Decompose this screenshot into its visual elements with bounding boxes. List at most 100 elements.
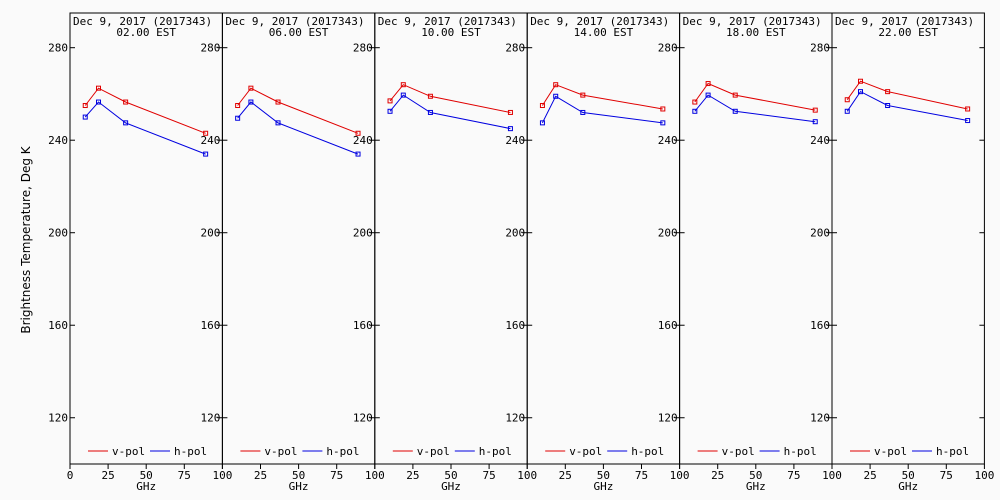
x-tick-label: 75 <box>940 469 953 482</box>
panel-title: Dec 9, 2017 (2017343) <box>73 15 212 28</box>
y-tick-label: 200 <box>48 227 68 240</box>
y-tick-label: 200 <box>201 227 221 240</box>
legend-label-hpol: h-pol <box>479 445 512 458</box>
panel-time: 22.00 EST <box>878 26 938 39</box>
x-tick-label: 75 <box>635 469 648 482</box>
x-tick-label: 50 <box>444 469 457 482</box>
x-tick-label: 100 <box>517 469 537 482</box>
y-tick-label: 280 <box>810 42 830 55</box>
data-point-vpol <box>705 81 711 87</box>
data-point-vpol <box>857 78 863 84</box>
legend-label-vpol: v-pol <box>722 445 755 458</box>
y-tick-label: 200 <box>810 227 830 240</box>
y-tick-label: 120 <box>810 412 830 425</box>
series-line-vpol <box>541 84 663 110</box>
x-tick-label: 25 <box>254 469 267 482</box>
x-tick-label: 50 <box>902 469 915 482</box>
x-tick-label: 50 <box>749 469 762 482</box>
panel-6: 120 160 200 240 280 25 50 75 100 GHz Dec 9, 2017 (… <box>810 12 994 493</box>
y-tick-label: 120 <box>505 412 525 425</box>
x-axis-label: GHz <box>441 480 461 493</box>
data-point-hpol <box>203 151 209 157</box>
y-tick-label: 120 <box>658 412 678 425</box>
data-point-vpol <box>95 85 101 91</box>
panel-time: 02.00 EST <box>116 26 176 39</box>
x-axis-label: GHz <box>746 480 766 493</box>
y-tick-label: 280 <box>353 42 373 55</box>
y-tick-label: 280 <box>505 42 525 55</box>
panel-4: 120 160 200 240 280 25 50 75 100 GHz Dec 9, 2017 (… <box>505 12 690 493</box>
y-tick-label: 160 <box>810 319 830 332</box>
panel-1: 120 160 200 240 280 0 25 50 75 100 GHz Dec 9, 2017 … <box>48 12 232 493</box>
series-line-vpol <box>389 84 511 113</box>
x-tick-label: 0 <box>67 469 74 482</box>
data-point-vpol <box>885 89 891 95</box>
y-tick-label: 160 <box>201 319 221 332</box>
data-point-vpol <box>965 106 971 112</box>
series-line-hpol <box>846 90 968 121</box>
series-line-hpol <box>694 94 816 123</box>
panel-time: 10.00 EST <box>421 26 481 39</box>
series-line-hpol <box>237 101 359 155</box>
panel-time: 14.00 EST <box>574 26 634 39</box>
x-axis-label: GHz <box>289 480 309 493</box>
x-tick-label: 25 <box>711 469 724 482</box>
y-tick-label: 280 <box>48 42 68 55</box>
y-tick-label: 120 <box>201 412 221 425</box>
y-tick-label: 240 <box>353 134 373 147</box>
data-point-vpol <box>400 82 406 88</box>
data-point-hpol <box>82 114 88 120</box>
legend-label-hpol: h-pol <box>784 445 817 458</box>
data-point-vpol <box>580 92 586 98</box>
y-tick-label: 240 <box>810 134 830 147</box>
y-tick-label: 240 <box>201 134 221 147</box>
data-point-vpol <box>732 92 738 98</box>
x-tick-label: 25 <box>559 469 572 482</box>
data-point-hpol <box>275 120 281 126</box>
data-point-hpol <box>400 92 406 98</box>
data-point-vpol <box>539 103 545 109</box>
data-point-hpol <box>95 99 101 105</box>
x-tick-label: 75 <box>482 469 495 482</box>
x-tick-label: 100 <box>670 469 690 482</box>
data-point-hpol <box>812 119 818 125</box>
y-tick-label: 160 <box>505 319 525 332</box>
series-line-hpol <box>84 101 206 155</box>
data-point-hpol <box>355 151 361 157</box>
data-point-hpol <box>387 108 393 114</box>
panel-time: 18.00 EST <box>726 26 786 39</box>
data-point-hpol <box>965 118 971 124</box>
y-tick-label: 240 <box>505 134 525 147</box>
series-line-vpol <box>846 80 968 110</box>
x-tick-label: 50 <box>292 469 305 482</box>
x-tick-label: 50 <box>597 469 610 482</box>
panel-time: 06.00 EST <box>269 26 329 39</box>
series-line-hpol <box>389 94 511 130</box>
x-tick-label: 50 <box>140 469 153 482</box>
y-tick-label: 160 <box>353 319 373 332</box>
y-tick-label: 240 <box>658 134 678 147</box>
panel-frame <box>831 12 985 465</box>
data-point-vpol <box>812 107 818 113</box>
data-point-vpol <box>507 109 513 115</box>
panel-title: Dec 9, 2017 (2017343) <box>378 15 517 28</box>
y-tick-label: 120 <box>48 412 68 425</box>
data-point-hpol <box>553 93 559 99</box>
y-tick-label: 160 <box>658 319 678 332</box>
data-point-vpol <box>275 99 281 105</box>
legend-label-vpol: v-pol <box>874 445 907 458</box>
data-point-vpol <box>123 99 129 105</box>
legend-label-vpol: v-pol <box>112 445 145 458</box>
data-point-hpol <box>844 108 850 114</box>
x-tick-label: 100 <box>822 469 842 482</box>
x-axis-label: GHz <box>136 480 156 493</box>
panel-2: 120 160 200 240 280 25 50 75 100 GHz Dec 9, 2017 (… <box>201 12 385 493</box>
y-tick-label: 280 <box>658 42 678 55</box>
data-point-vpol <box>203 130 209 136</box>
data-point-hpol <box>248 99 254 105</box>
legend-label-vpol: v-pol <box>417 445 450 458</box>
data-point-vpol <box>692 99 698 105</box>
y-tick-label: 200 <box>353 227 373 240</box>
data-point-vpol <box>248 85 254 91</box>
